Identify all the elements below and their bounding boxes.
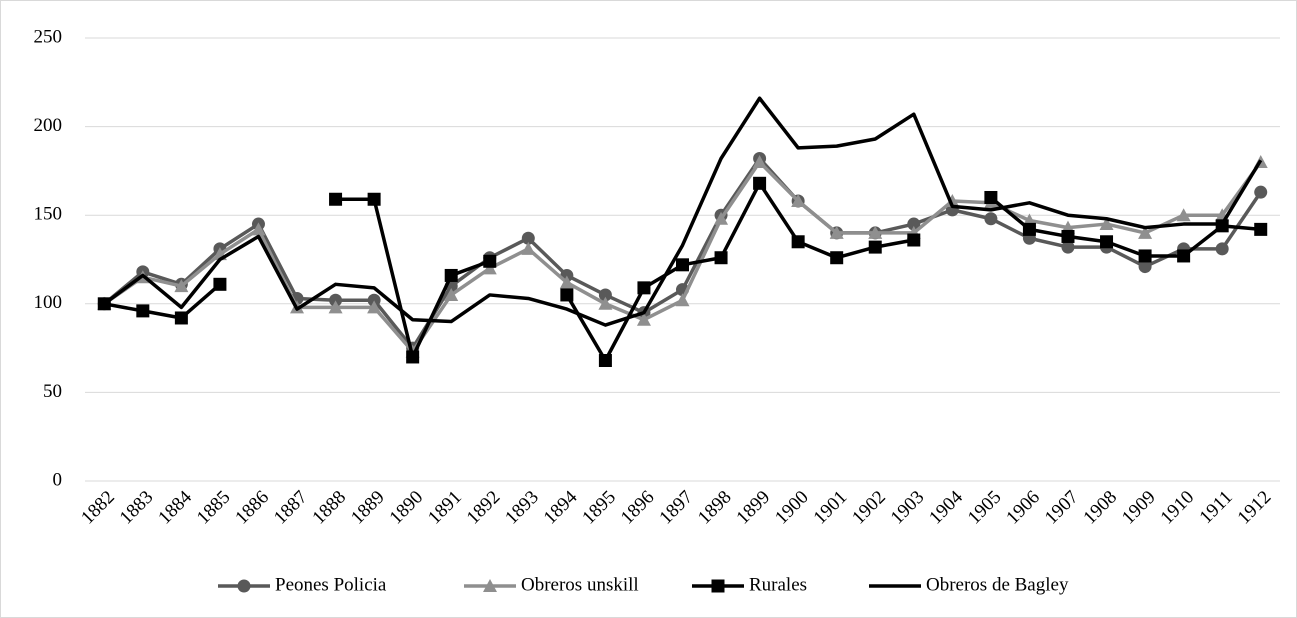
point [984, 212, 998, 226]
point [1215, 242, 1229, 256]
point [791, 194, 806, 208]
point [444, 268, 458, 282]
legend-marker [483, 579, 497, 592]
y-tick-label: 50 [43, 381, 62, 402]
point [174, 311, 188, 325]
point [829, 225, 844, 239]
y-tick-label: 100 [34, 292, 63, 313]
point [868, 240, 882, 254]
point [1254, 222, 1268, 236]
point [213, 277, 227, 291]
point [406, 350, 420, 364]
point [714, 211, 729, 225]
point [174, 279, 189, 293]
legend-marker [711, 579, 725, 593]
point [676, 258, 689, 272]
point [1254, 185, 1268, 199]
point [1100, 235, 1114, 249]
legend-marker [237, 579, 251, 593]
y-tick-label: 250 [34, 26, 63, 47]
point [251, 222, 266, 236]
point [1061, 240, 1075, 254]
point [637, 281, 651, 295]
point [1138, 249, 1152, 263]
point [945, 194, 960, 208]
point [675, 293, 690, 307]
point [367, 300, 382, 314]
point [367, 192, 381, 206]
point [329, 192, 343, 206]
point [1138, 260, 1152, 274]
legend-label: Obreros unskill [521, 574, 639, 595]
point [1138, 225, 1153, 239]
point [367, 293, 381, 307]
y-tick-label: 200 [34, 115, 63, 136]
point [598, 296, 613, 310]
point [328, 300, 343, 314]
y-tick-label: 0 [53, 469, 63, 490]
point [791, 235, 805, 249]
point [907, 233, 921, 247]
point [559, 275, 574, 289]
legend-label: Obreros de Bagley [926, 574, 1069, 595]
point [483, 254, 497, 268]
point [1022, 222, 1036, 236]
legend-label: Peones Policia [275, 574, 387, 595]
point [560, 288, 574, 302]
point [1099, 217, 1114, 231]
point [521, 231, 535, 245]
y-tick-label: 150 [34, 204, 63, 225]
point [868, 225, 883, 239]
point [830, 251, 844, 265]
point [1177, 249, 1191, 263]
point [598, 354, 612, 368]
point [1061, 229, 1075, 243]
point [1176, 208, 1191, 222]
point [753, 176, 767, 190]
point [714, 251, 728, 265]
point [329, 293, 343, 307]
point [598, 288, 612, 302]
point [984, 190, 998, 204]
point [444, 287, 459, 301]
point [136, 304, 150, 318]
point [907, 217, 921, 231]
point [521, 241, 536, 255]
series-line [103, 96, 1263, 327]
point [636, 312, 651, 326]
legend-label: Rurales [749, 574, 807, 595]
point [752, 155, 767, 169]
point [482, 261, 497, 275]
